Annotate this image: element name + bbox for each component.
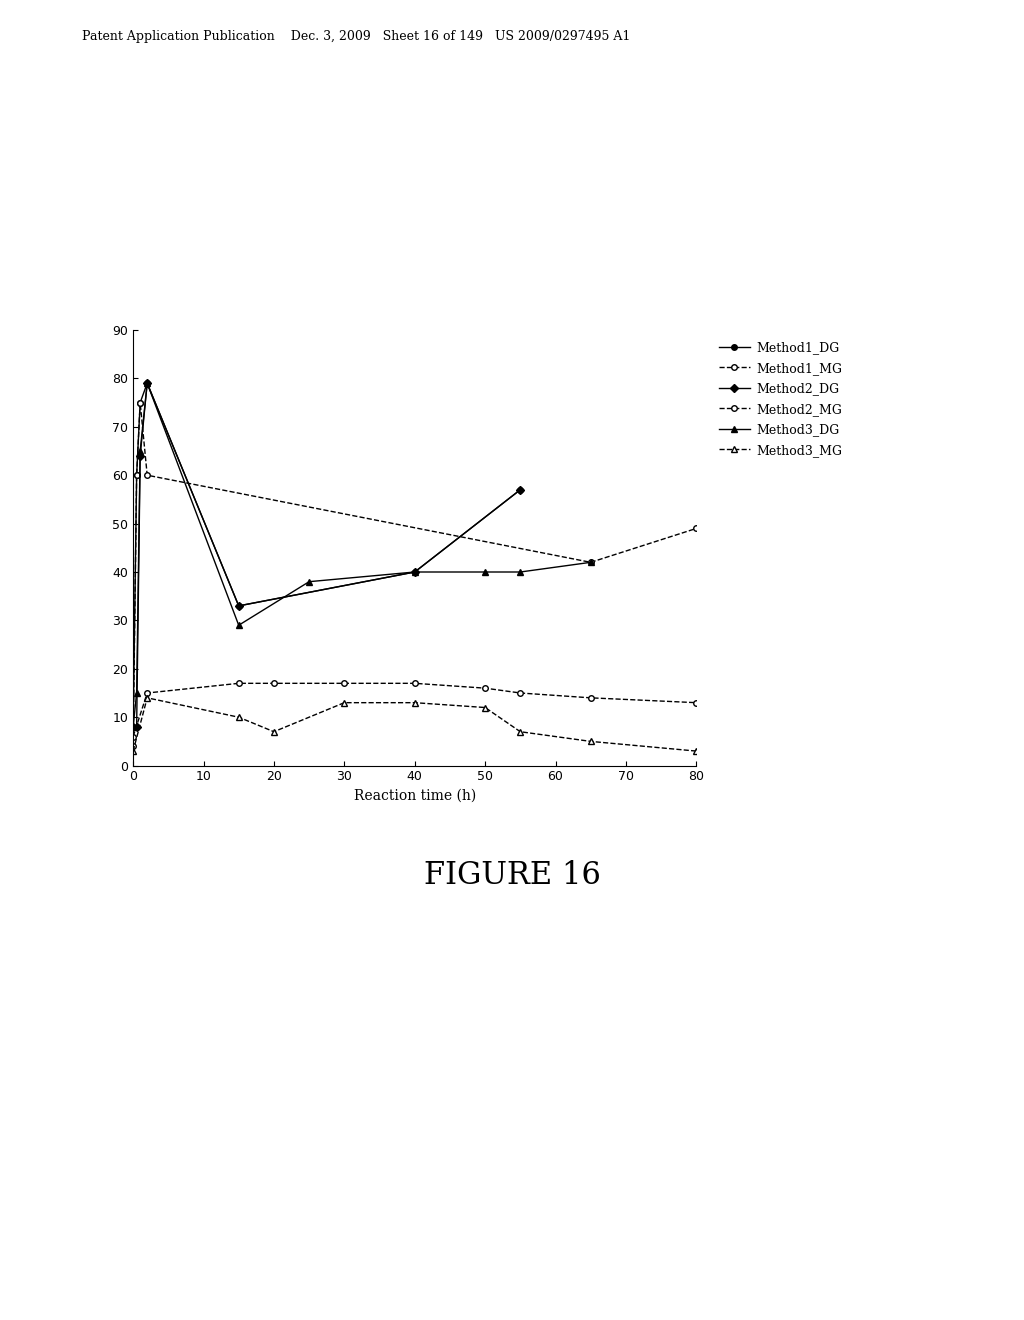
Method2_MG (585, 690, 597, 706)
Line: Method2_MG: Method2_MG (130, 681, 699, 739)
Line: Method2_DG: Method2_DG (130, 380, 523, 730)
Method2_MG (514, 685, 526, 701)
Method3_MG (690, 743, 702, 759)
Method3_MG (232, 709, 245, 725)
Method1_DG (232, 598, 245, 614)
Method1_MG (141, 467, 154, 483)
Line: Method3_MG: Method3_MG (130, 694, 699, 755)
Method2_DG (141, 375, 154, 391)
Method2_MG (232, 676, 245, 692)
Method3_DG (585, 554, 597, 570)
Method2_MG (268, 676, 281, 692)
Method3_DG (303, 574, 315, 590)
Line: Method3_DG: Method3_DG (130, 380, 594, 730)
Method3_DG (130, 685, 142, 701)
Method1_MG (130, 467, 142, 483)
Method2_DG (514, 482, 526, 498)
Method1_MG (127, 738, 139, 754)
Method3_MG (585, 734, 597, 750)
Method3_MG (141, 690, 154, 706)
Method3_DG (134, 444, 146, 459)
Line: Method1_DG: Method1_DG (130, 380, 523, 730)
Method3_MG (268, 723, 281, 739)
Text: FIGURE 16: FIGURE 16 (424, 861, 600, 891)
Method3_MG (479, 700, 492, 715)
Method1_MG (585, 554, 597, 570)
Method1_MG (690, 520, 702, 536)
Method2_MG (338, 676, 350, 692)
Method2_DG (232, 598, 245, 614)
Method1_DG (409, 564, 421, 579)
Method1_DG (141, 375, 154, 391)
Method2_DG (409, 564, 421, 579)
Method2_MG (690, 694, 702, 710)
Method3_DG (514, 564, 526, 579)
Method2_DG (130, 719, 142, 735)
Method3_DG (127, 719, 139, 735)
X-axis label: Reaction time (h): Reaction time (h) (353, 789, 476, 803)
Method1_DG (134, 395, 146, 411)
Method3_MG (514, 723, 526, 739)
Method3_DG (232, 618, 245, 634)
Method3_DG (141, 375, 154, 391)
Method3_DG (479, 564, 492, 579)
Legend: Method1_DG, Method1_MG, Method2_DG, Method2_MG, Method3_DG, Method3_MG: Method1_DG, Method1_MG, Method2_DG, Meth… (714, 337, 847, 462)
Method2_DG (134, 447, 146, 463)
Method3_MG (338, 694, 350, 710)
Method1_DG (514, 482, 526, 498)
Text: Patent Application Publication    Dec. 3, 2009   Sheet 16 of 149   US 2009/02974: Patent Application Publication Dec. 3, 2… (82, 29, 631, 42)
Method2_MG (141, 685, 154, 701)
Method1_MG (134, 395, 146, 411)
Method2_MG (409, 676, 421, 692)
Line: Method1_MG: Method1_MG (130, 400, 699, 748)
Method2_DG (127, 719, 139, 735)
Method3_DG (409, 564, 421, 579)
Method3_MG (127, 743, 139, 759)
Method1_DG (130, 467, 142, 483)
Method2_MG (127, 729, 139, 744)
Method2_MG (479, 680, 492, 696)
Method1_DG (127, 719, 139, 735)
Method3_MG (409, 694, 421, 710)
